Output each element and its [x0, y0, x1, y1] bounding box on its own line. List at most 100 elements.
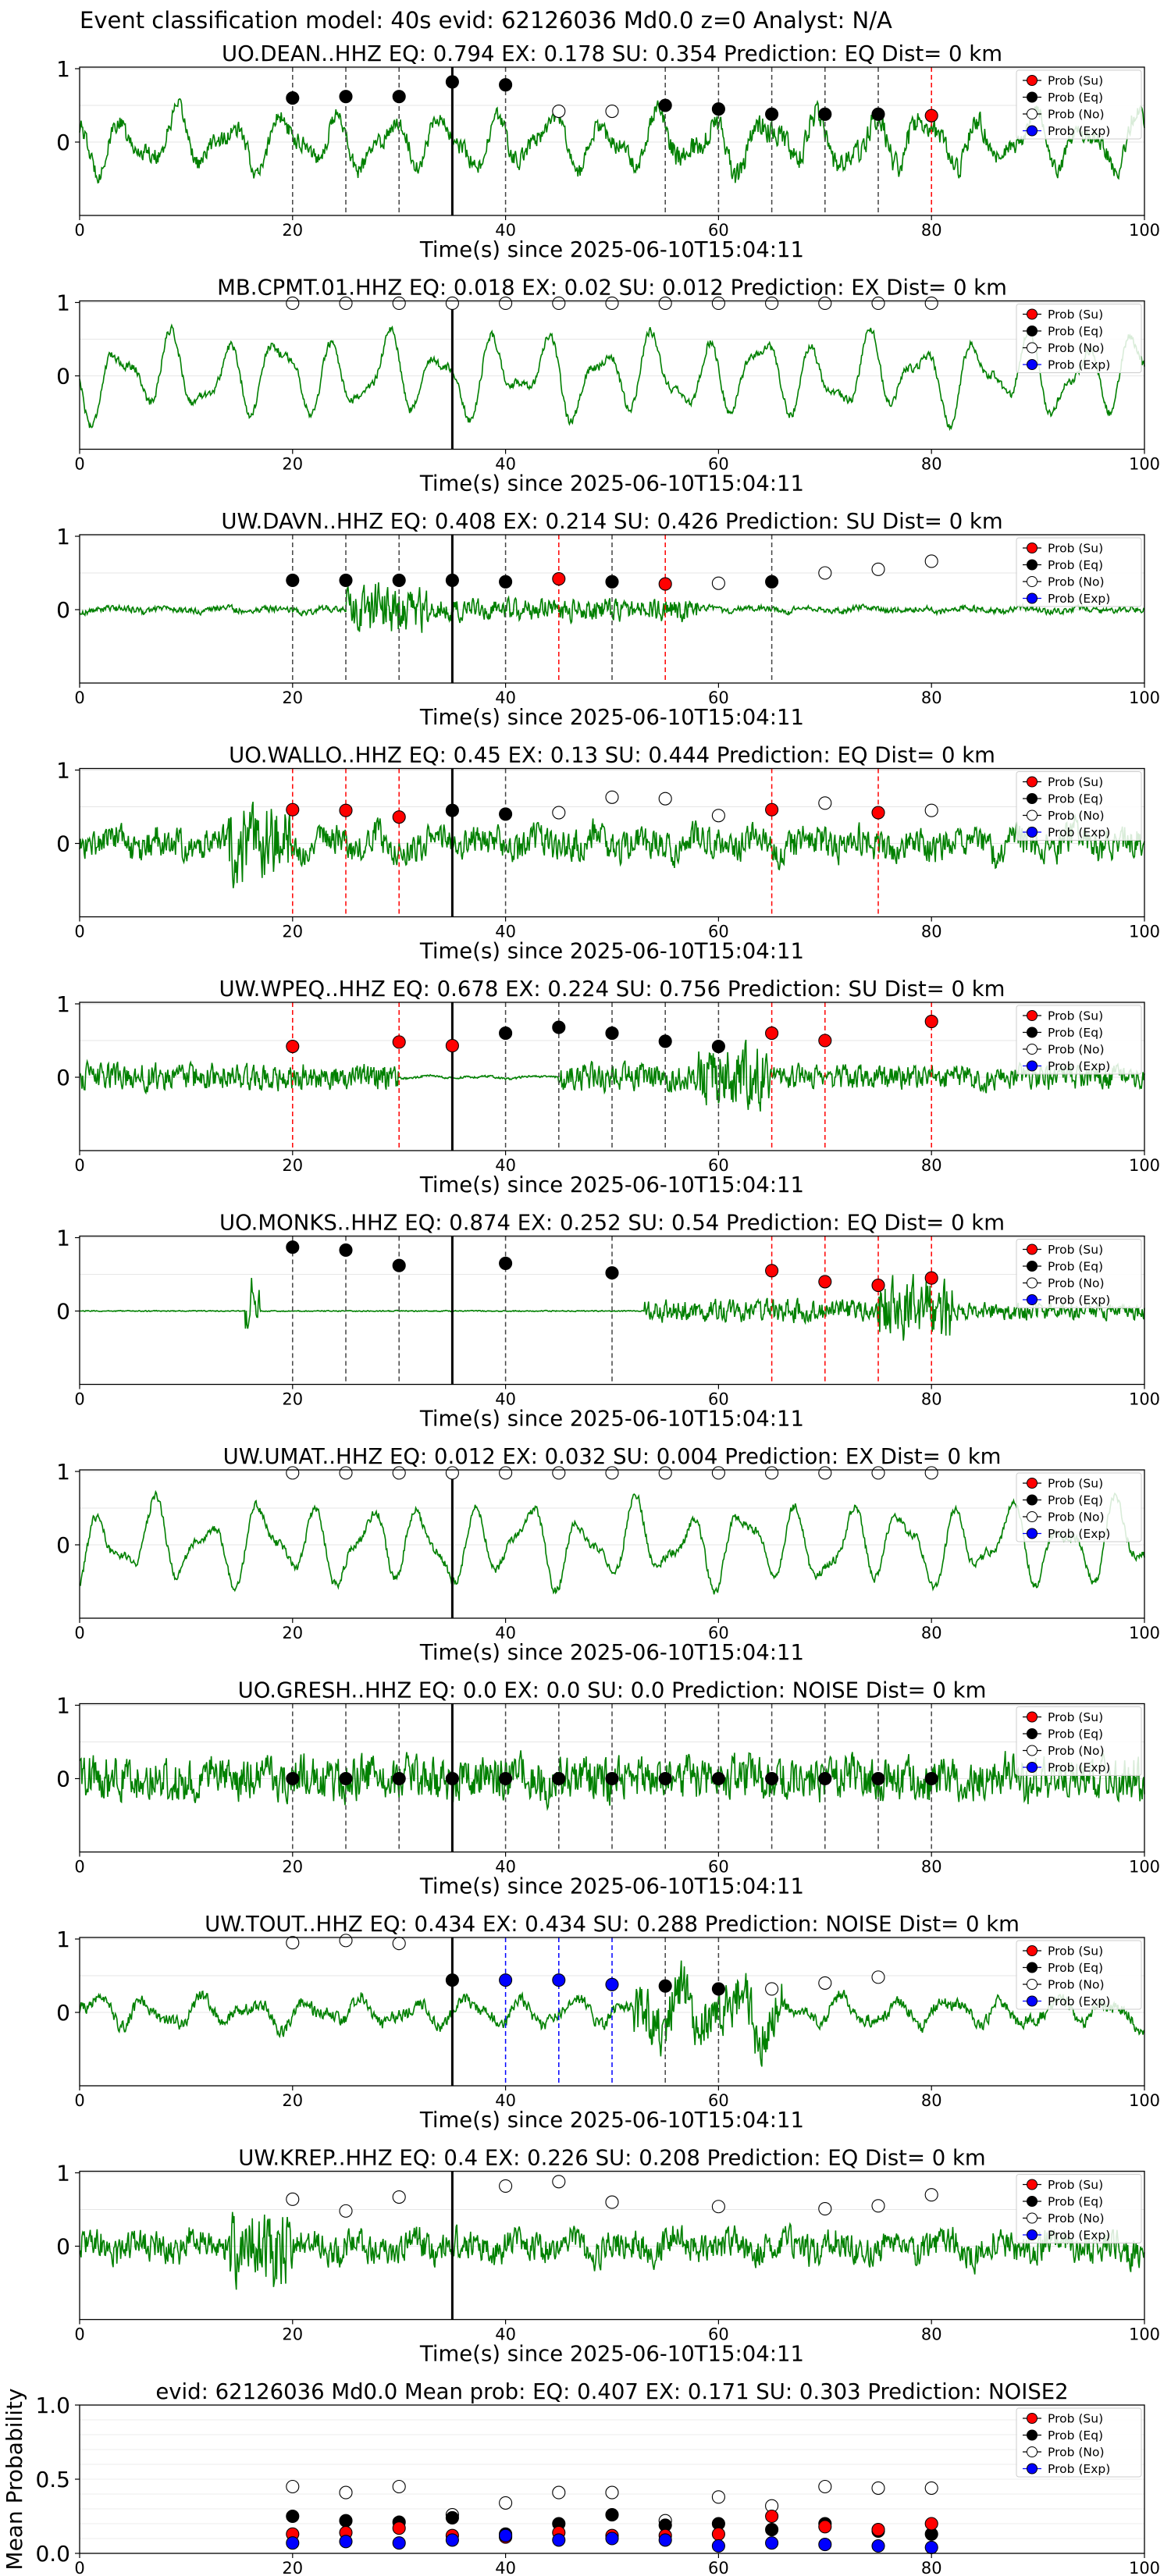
axes-frame-6	[79, 1469, 1145, 1619]
prob-marker-7-8	[711, 1771, 725, 1786]
legend-0: Prob (Su) Prob (Eq) Prob (No) Prob (Exp)	[1016, 69, 1142, 140]
legend-label-no: Prob (No)	[1048, 341, 1105, 355]
prob-marker-4-8	[765, 1026, 779, 1041]
prob-marker-1-0	[286, 296, 300, 310]
legend-marker-exp	[1027, 1294, 1038, 1305]
legend-label-exp: Prob (Exp)	[1048, 1527, 1110, 1541]
prob-marker-8-0	[286, 1936, 300, 1950]
waveform-0	[79, 98, 1145, 184]
y-tick-label-3-0: 1	[56, 758, 70, 784]
prob-marker-9-4	[552, 2175, 566, 2189]
x-tick-label-3-1: 20	[282, 923, 303, 941]
legend-marker-eq	[1027, 2429, 1038, 2441]
prob-marker-3-2	[392, 810, 406, 824]
prob-marker-8-1	[339, 1934, 353, 1948]
y-tick-label-10-1: 0.5	[35, 2467, 70, 2492]
x-tick-label-7-0: 0	[74, 1858, 84, 1877]
legend-marker-eq	[1027, 1494, 1038, 1506]
prob-marker-4-7	[711, 1039, 725, 1054]
prob-marker-9-9	[924, 2188, 938, 2202]
x-tick-label-10-2: 40	[495, 2559, 516, 2576]
waveform-1	[79, 323, 1145, 432]
prob-marker-2-1	[339, 573, 353, 587]
prob-marker-4-0	[286, 1039, 300, 1054]
x-tick-label-6-0: 0	[74, 1624, 84, 1642]
y-tick-label-9-1: 0	[56, 2234, 70, 2260]
x-tick-label-3-5: 100	[1129, 923, 1160, 941]
x-axis-label-9: Time(s) since 2025-06-10T15:04:11	[419, 2342, 804, 2367]
prob-marker-2-12	[924, 554, 938, 568]
prob-marker-9-8	[871, 2199, 885, 2213]
waveform-8	[79, 1960, 1145, 2067]
y-tick-label-4-1: 0	[56, 1065, 70, 1091]
legend-marker-exp	[1027, 592, 1038, 604]
x-axis-label-3: Time(s) since 2025-06-10T15:04:11	[419, 939, 804, 964]
mean-marker-no-4	[499, 2496, 513, 2510]
prob-marker-3-10	[818, 796, 832, 810]
legend-label-no: Prob (No)	[1048, 1043, 1105, 1057]
legend-label-su: Prob (Su)	[1048, 1944, 1103, 1959]
prob-marker-8-7	[658, 1979, 672, 1993]
mean-marker-exp-2	[392, 2536, 406, 2550]
legend-box	[1016, 771, 1142, 841]
prob-marker-7-3	[445, 1771, 459, 1786]
legend-marker-no	[1027, 2446, 1038, 2457]
legend-label-exp: Prob (Exp)	[1048, 1293, 1110, 1308]
prob-marker-2-7	[658, 577, 672, 591]
legend-marker-eq	[1027, 1728, 1038, 1739]
mean-marker-exp-3	[445, 2533, 459, 2547]
legend-marker-su	[1027, 1945, 1038, 1956]
legend-marker-exp	[1027, 359, 1038, 370]
prob-marker-3-1	[339, 803, 353, 817]
grid-1	[80, 302, 1144, 376]
x-tick-label-7-3: 60	[708, 1858, 729, 1877]
prob-marker-8-3	[445, 1973, 459, 1987]
prob-marker-8-2	[392, 1937, 406, 1951]
prob-marker-4-4	[552, 1020, 566, 1034]
legend-marker-exp	[1027, 1060, 1038, 1072]
prob-marker-8-9	[765, 1982, 779, 1996]
panel-5: UO.MONKS..HHZ EQ: 0.874 EX: 0.252 SU: 0.…	[56, 1211, 1160, 1432]
legend-label-su: Prob (Su)	[1048, 2412, 1103, 2426]
x-tick-label-6-1: 20	[282, 1624, 303, 1642]
x-tick-label-8-3: 60	[708, 2091, 729, 2110]
x-tick-label-1-3: 60	[708, 455, 729, 474]
legend-marker-su	[1027, 2179, 1038, 2190]
x-tick-label-9-4: 80	[921, 2325, 942, 2344]
mean-marker-eq-9	[765, 2523, 779, 2537]
legend-marker-exp	[1027, 1762, 1038, 1773]
prob-marker-5-0	[286, 1240, 300, 1254]
legend-box	[1016, 69, 1142, 140]
x-tick-label-2-2: 40	[495, 688, 516, 707]
legend-marker-no	[1027, 809, 1038, 821]
legend-5: Prob (Su) Prob (Eq) Prob (No) Prob (Exp)	[1016, 1239, 1142, 1308]
prob-marker-6-4	[499, 1466, 513, 1480]
prob-marker-0-3	[445, 75, 459, 89]
legend-label-no: Prob (No)	[1048, 2211, 1105, 2226]
legend-marker-eq	[1027, 1261, 1038, 1272]
x-tick-label-9-3: 60	[708, 2325, 729, 2344]
prob-marker-6-5	[552, 1466, 566, 1480]
prob-marker-4-1	[392, 1035, 406, 1049]
prob-marker-9-5	[605, 2195, 619, 2209]
legend-box	[1016, 304, 1142, 373]
legend-label-exp: Prob (Exp)	[1048, 124, 1110, 138]
prob-marker-0-4	[499, 78, 513, 92]
prob-marker-9-7	[818, 2202, 832, 2216]
x-axis-label-6: Time(s) since 2025-06-10T15:04:11	[419, 1640, 804, 1665]
legend-marker-su	[1027, 1010, 1038, 1021]
prob-marker-5-3	[499, 1256, 513, 1270]
legend-label-eq: Prob (Eq)	[1048, 558, 1103, 572]
prob-marker-3-6	[605, 790, 619, 804]
legend-label-exp: Prob (Exp)	[1048, 2462, 1110, 2476]
prob-marker-3-5	[552, 806, 566, 820]
prob-marker-1-8	[711, 296, 725, 310]
prob-marker-1-10	[818, 296, 832, 310]
legend-label-no: Prob (No)	[1048, 1510, 1105, 1525]
prob-marker-0-0	[286, 91, 300, 105]
prob-marker-7-5	[552, 1771, 566, 1786]
legend-label-exp: Prob (Exp)	[1048, 592, 1110, 606]
legend-label-su: Prob (Su)	[1048, 1243, 1103, 1257]
x-tick-label-4-0: 0	[74, 1156, 84, 1175]
legend-marker-eq	[1027, 1026, 1038, 1038]
